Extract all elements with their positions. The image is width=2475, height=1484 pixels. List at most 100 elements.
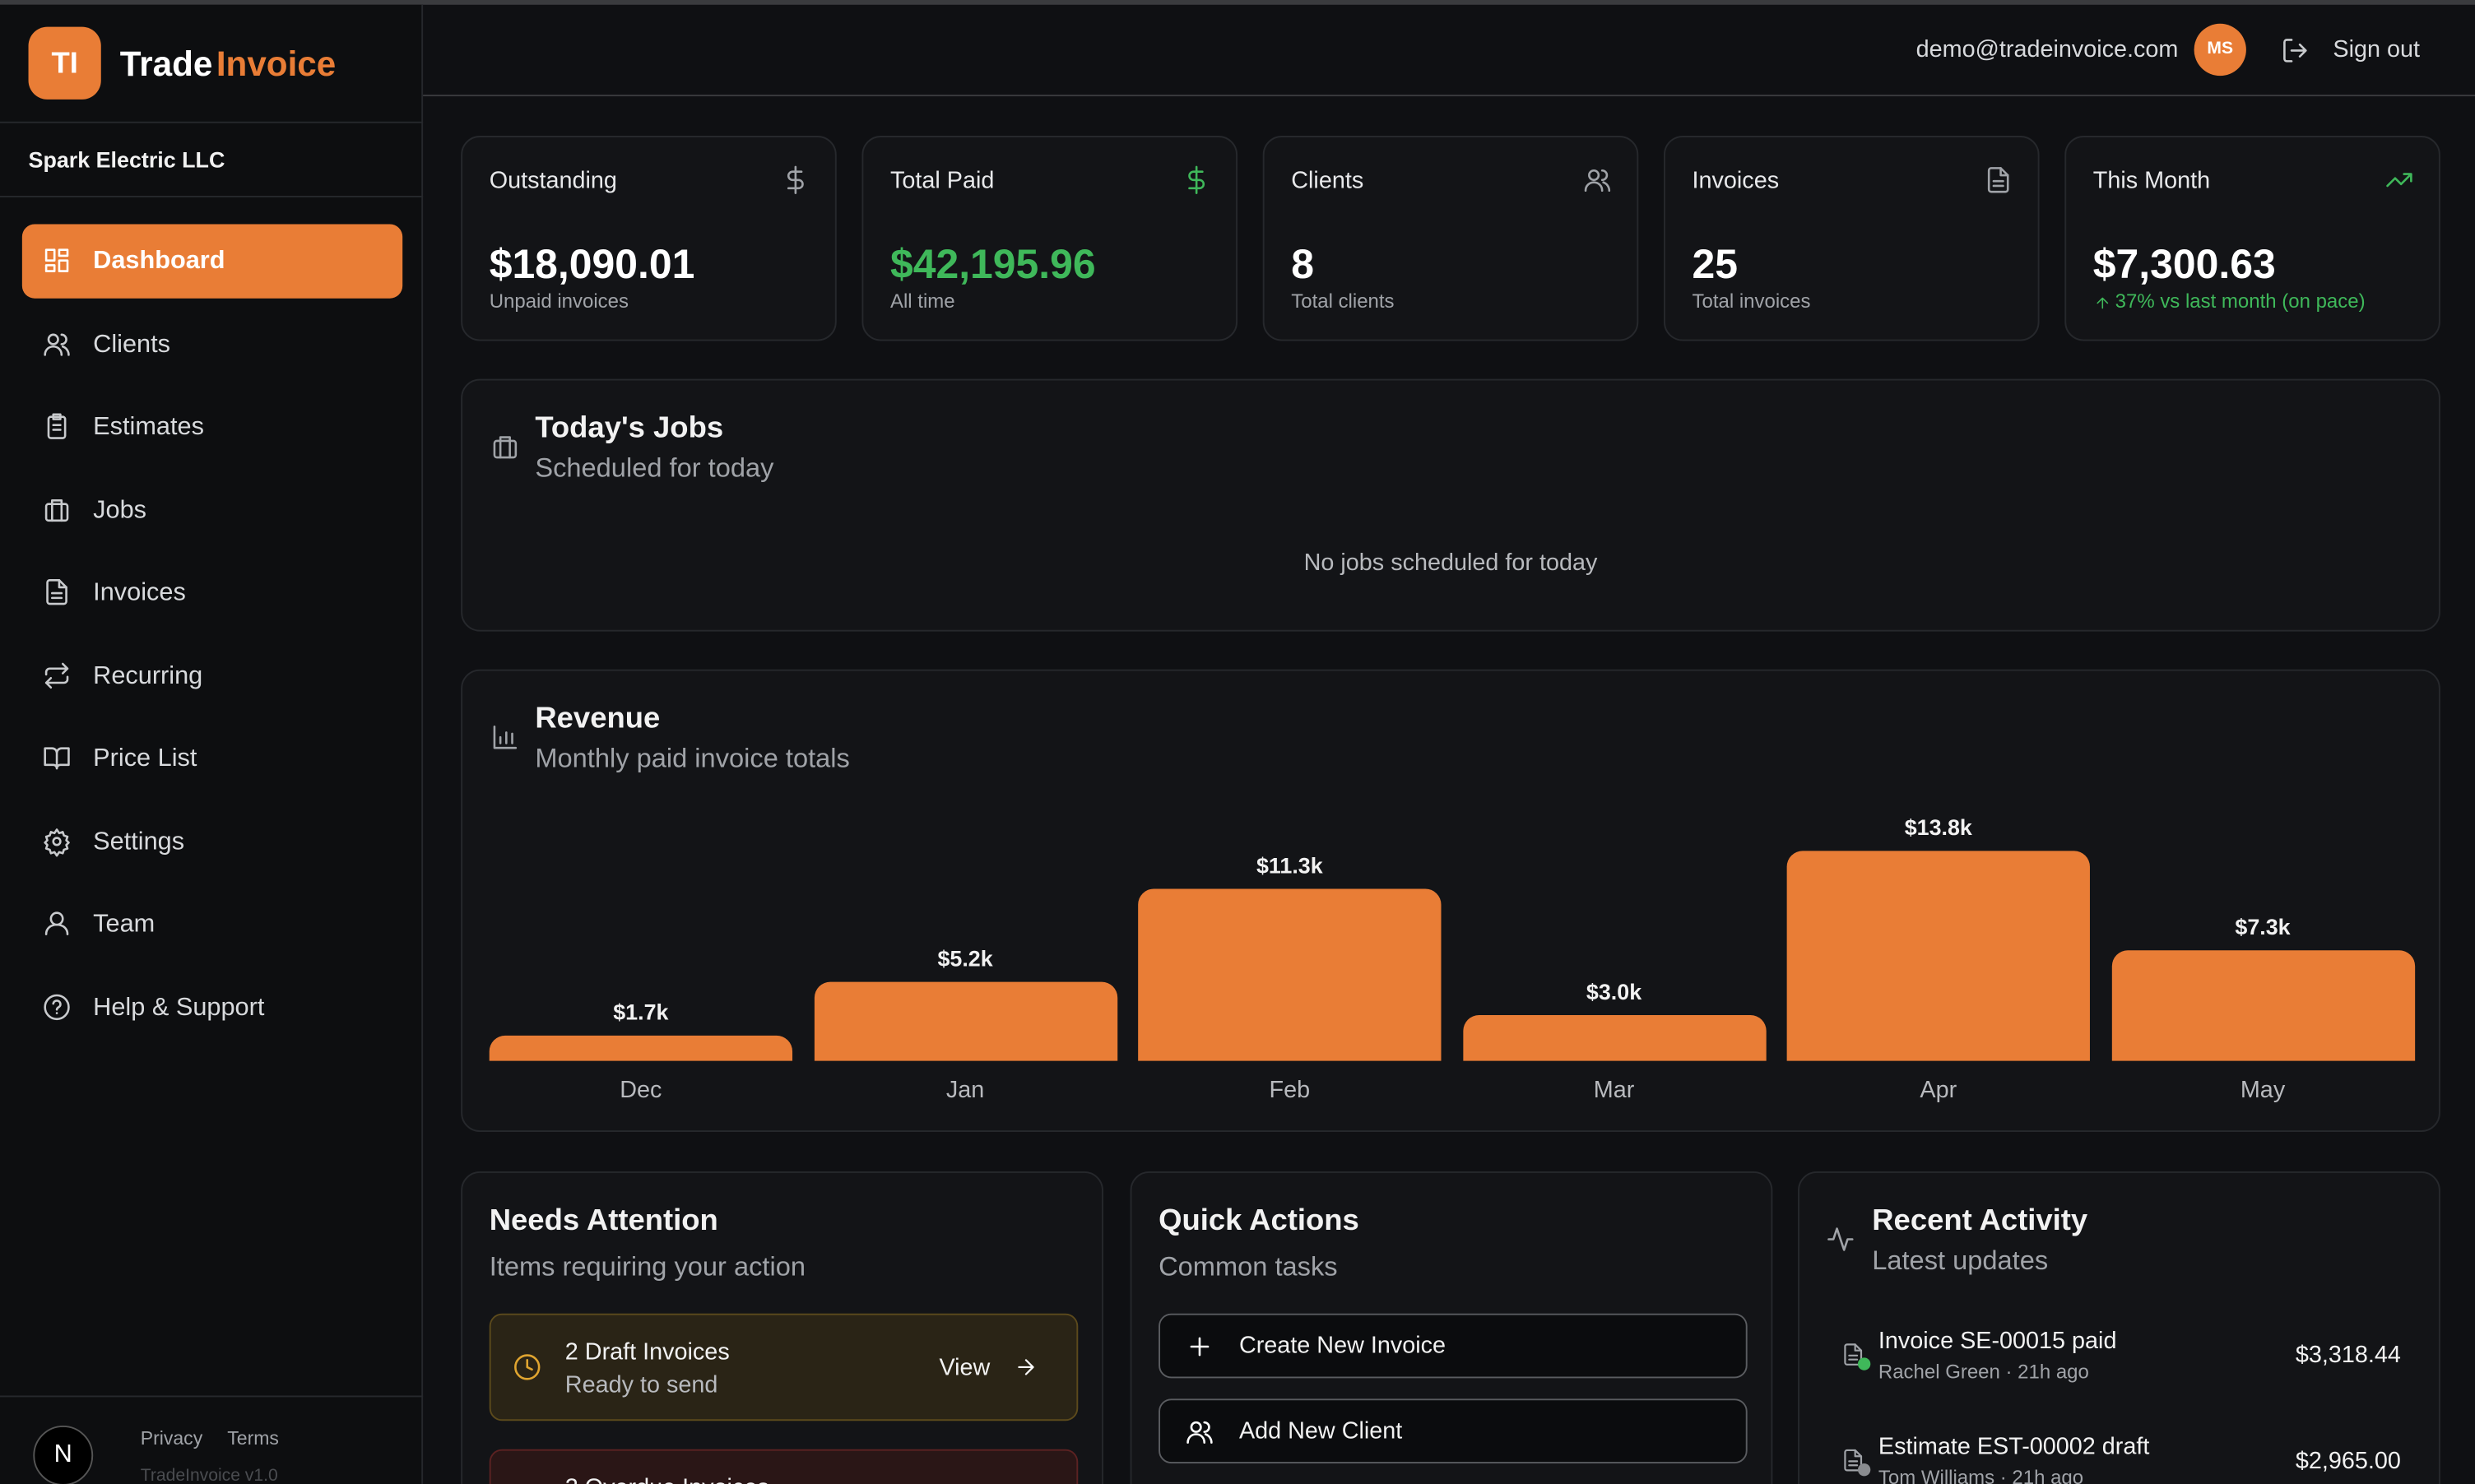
x-tick-label: May bbox=[2240, 1076, 2286, 1104]
icon bbox=[47, 413, 67, 439]
x-tick-label: Apr bbox=[1920, 1076, 1957, 1104]
icon bbox=[493, 436, 518, 459]
icon bbox=[44, 911, 69, 935]
icon bbox=[1018, 1359, 1034, 1375]
jobs-icon bbox=[491, 433, 520, 461]
card-subtitle: Latest updates bbox=[1872, 1245, 2049, 1276]
bar bbox=[1138, 888, 1442, 1061]
icon bbox=[1584, 169, 1611, 192]
stat-sub: Total clients bbox=[1291, 290, 1395, 313]
stat-card: Clients 8 Total clients bbox=[1262, 136, 1639, 341]
bar-label: $5.2k bbox=[937, 945, 993, 972]
icon bbox=[1188, 165, 1205, 194]
divider bbox=[0, 121, 424, 123]
activity-amount: $2,965.00 bbox=[2295, 1447, 2401, 1475]
user-avatar-text: MS bbox=[2207, 39, 2234, 59]
icon bbox=[2386, 173, 2412, 188]
nav-icon bbox=[43, 577, 72, 606]
recent-activity-card: Recent Activity Latest updates Invoice SE-… bbox=[1798, 1171, 2440, 1484]
bar bbox=[489, 1035, 793, 1061]
nav-item[interactable]: Recurring bbox=[22, 638, 402, 712]
bar-label: $1.7k bbox=[613, 999, 669, 1024]
stat-sub: Total invoices bbox=[1692, 290, 1811, 313]
stat-card: Outstanding $18,090.01 Unpaid invoices bbox=[461, 136, 837, 341]
version: TradeInvoice v1.0 bbox=[140, 1466, 278, 1484]
empty-state: No jobs scheduled for today bbox=[1303, 549, 1598, 577]
card-title: Recent Activity bbox=[1872, 1204, 2088, 1238]
action-button[interactable]: Create New Invoice bbox=[1159, 1313, 1748, 1379]
bar bbox=[813, 981, 1117, 1061]
nav-item[interactable]: Dashboard bbox=[21, 224, 403, 299]
icon bbox=[1987, 167, 2009, 193]
status-dot bbox=[1857, 1357, 1871, 1370]
x-tick-label: Feb bbox=[1269, 1076, 1311, 1104]
stat-label: Total Paid bbox=[889, 167, 995, 195]
todays-jobs-card: Today's Jobs Scheduled for today No jobs s… bbox=[461, 378, 2440, 632]
stat-icon bbox=[1182, 165, 1211, 195]
footer-link[interactable]: Terms bbox=[227, 1426, 279, 1449]
bar bbox=[1462, 1015, 1766, 1061]
action-button[interactable]: Add New Client bbox=[1159, 1398, 1748, 1464]
nav-item[interactable]: Estimates bbox=[22, 390, 402, 464]
stat-value: $42,195.96 bbox=[889, 239, 1096, 288]
attention-item[interactable]: 2 Overdue Invoices bbox=[489, 1449, 1079, 1484]
footer-link[interactable]: Privacy bbox=[140, 1426, 203, 1449]
stat-label: This Month bbox=[2092, 167, 2211, 195]
quick-actions-card: Quick Actions Common tasks Create New Invo… bbox=[1130, 1171, 1773, 1484]
x-tick-label: Mar bbox=[1593, 1076, 1635, 1104]
nav-label: Settings bbox=[93, 828, 185, 856]
sign-out[interactable]: Sign out bbox=[2281, 35, 2439, 66]
icon bbox=[46, 578, 67, 605]
footer-avatar[interactable]: N bbox=[33, 1425, 94, 1484]
icon bbox=[2283, 39, 2307, 63]
stat-sub: 37% vs last month (on pace) bbox=[2115, 290, 2366, 313]
icon bbox=[1827, 1227, 1854, 1251]
nav-label: Dashboard bbox=[93, 248, 225, 275]
nav-icon bbox=[43, 744, 72, 772]
nav-item[interactable]: Invoices bbox=[22, 556, 402, 630]
card-title: Quick Actions bbox=[1159, 1204, 1359, 1238]
footer-avatar-text: N bbox=[53, 1441, 72, 1468]
nav-label: Price List bbox=[93, 744, 197, 772]
action-icon bbox=[1186, 1417, 1214, 1446]
sidebar: TI Trade Invoice Spark Electric LLC Dashboar… bbox=[0, 4, 424, 1484]
nav-label: Jobs bbox=[93, 496, 147, 524]
nav-label: Clients bbox=[93, 331, 171, 358]
nav-item[interactable]: Help & Support bbox=[22, 970, 402, 1044]
stat-card: Invoices 25 Total invoices bbox=[1663, 136, 2040, 341]
nav-item[interactable]: Price List bbox=[22, 721, 402, 795]
nav-icon bbox=[43, 246, 72, 275]
stat-sub: All time bbox=[889, 290, 955, 313]
nav-icon bbox=[43, 992, 72, 1021]
action-icon bbox=[1186, 1333, 1214, 1361]
icon bbox=[44, 828, 70, 856]
nav-item[interactable]: Jobs bbox=[22, 473, 402, 547]
card-title: Revenue bbox=[535, 702, 661, 736]
attention-item[interactable]: 2 Draft Invoices Ready to send View bbox=[489, 1313, 1079, 1421]
sign-out-label: Sign out bbox=[2333, 36, 2420, 63]
nav-item[interactable]: Settings bbox=[22, 805, 402, 879]
nav-icon bbox=[43, 827, 72, 856]
nav-label: Invoices bbox=[93, 579, 186, 606]
stat-value: $18,090.01 bbox=[489, 239, 695, 288]
icon bbox=[44, 248, 69, 272]
brand-name: Trade bbox=[119, 44, 213, 84]
user-avatar[interactable]: MS bbox=[2194, 23, 2246, 77]
nav-icon bbox=[43, 661, 72, 689]
activity-title: Estimate EST-00002 draft bbox=[1878, 1433, 2150, 1461]
sign-out-icon bbox=[2281, 36, 2310, 65]
header-divider bbox=[423, 95, 2475, 97]
stat-icon bbox=[2385, 166, 2414, 195]
card-title: Needs Attention bbox=[489, 1204, 718, 1238]
item-action[interactable]: View bbox=[939, 1354, 991, 1382]
nav-label: Help & Support bbox=[93, 994, 265, 1021]
nav-item[interactable]: Clients bbox=[22, 307, 402, 381]
stat-sub: Unpaid invoices bbox=[489, 290, 629, 313]
nav-label: Recurring bbox=[93, 662, 203, 689]
item-subtitle: Ready to send bbox=[564, 1371, 718, 1399]
card-subtitle: Items requiring your action bbox=[489, 1251, 806, 1282]
trend-arrow bbox=[2094, 294, 2111, 312]
nav-item[interactable]: Team bbox=[22, 888, 402, 962]
icon bbox=[44, 499, 69, 522]
